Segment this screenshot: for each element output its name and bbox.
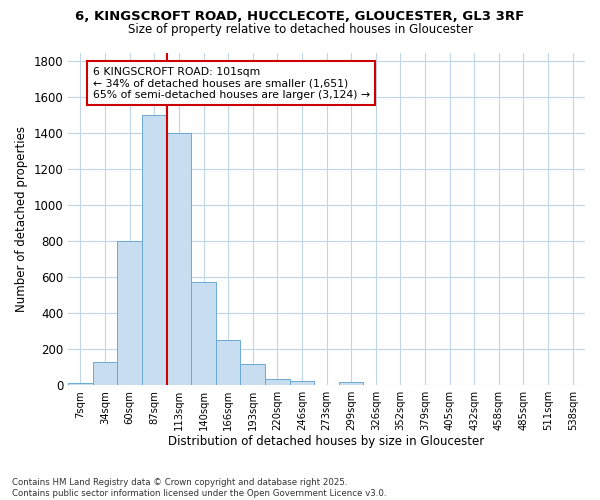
Bar bbox=[216, 340, 241, 385]
Y-axis label: Number of detached properties: Number of detached properties bbox=[15, 126, 28, 312]
Bar bbox=[339, 382, 364, 385]
Text: 6, KINGSCROFT ROAD, HUCCLECOTE, GLOUCESTER, GL3 3RF: 6, KINGSCROFT ROAD, HUCCLECOTE, GLOUCEST… bbox=[76, 10, 524, 23]
Text: 6 KINGSCROFT ROAD: 101sqm
← 34% of detached houses are smaller (1,651)
65% of se: 6 KINGSCROFT ROAD: 101sqm ← 34% of detac… bbox=[93, 67, 370, 100]
Bar bbox=[167, 134, 191, 385]
Bar bbox=[142, 116, 167, 385]
Bar bbox=[290, 380, 314, 385]
Bar bbox=[93, 362, 118, 385]
Bar bbox=[265, 379, 290, 385]
Bar bbox=[241, 364, 265, 385]
Text: Contains HM Land Registry data © Crown copyright and database right 2025.
Contai: Contains HM Land Registry data © Crown c… bbox=[12, 478, 386, 498]
Bar bbox=[68, 384, 93, 385]
X-axis label: Distribution of detached houses by size in Gloucester: Distribution of detached houses by size … bbox=[169, 434, 485, 448]
Bar bbox=[118, 242, 142, 385]
Bar bbox=[191, 282, 216, 385]
Text: Size of property relative to detached houses in Gloucester: Size of property relative to detached ho… bbox=[128, 22, 473, 36]
